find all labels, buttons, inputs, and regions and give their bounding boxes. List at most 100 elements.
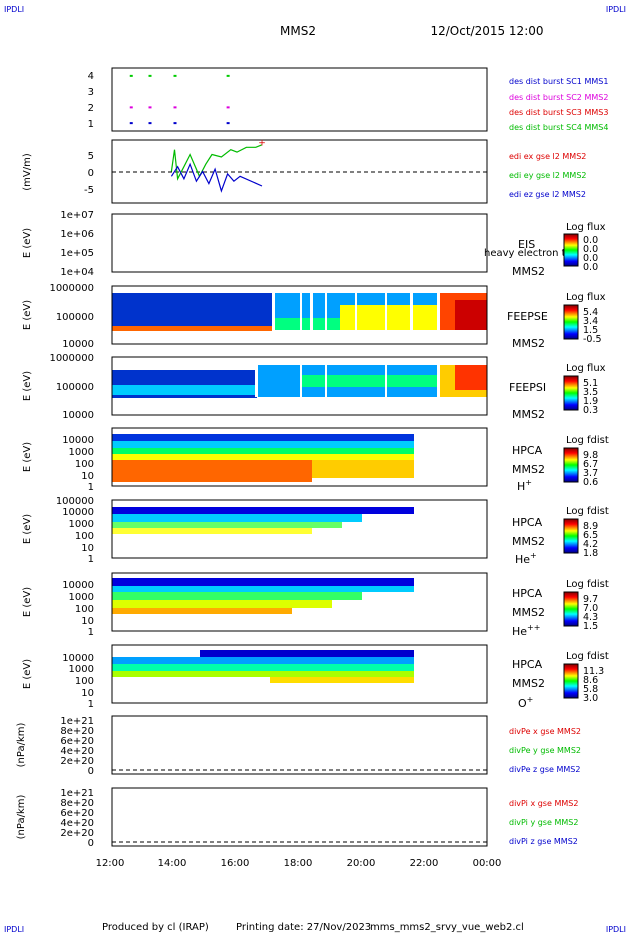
feepsi-colorbar [563,375,579,411]
hpca-he2-green-band [112,592,362,600]
panel-divpe: 1e+21 8e+20 6e+20 4e+20 2e+20 0 (nPa/km)… [16,715,581,777]
legend-divpi-x: divPi x gse MMS2 [509,799,578,808]
burst-mark [148,74,152,77]
hpca-o-lime-band [112,671,414,677]
footer-printing-date: Printing date: 27/Nov/2023 [236,922,371,933]
hpca-o-colorbar-title: Log fdist [566,651,609,662]
hpca-h-cyan-band [112,441,414,448]
burst-mark [226,74,230,77]
hpca-o-label: HPCA [512,658,543,671]
panel-hpca-he2: 10000 1000 100 10 1 E (eV) HPCA MMS2 He+… [22,572,609,638]
hpca-o-green-band [112,664,414,671]
hpca-o-ylabel: E (eV) [22,659,33,689]
corner-label-bl: IPDLI [4,925,24,934]
hpca-o-cb-tick-2: 5.8 [583,684,598,695]
divpe-ytick-3: 4e+20 [60,746,94,757]
edi-series-line [170,144,263,181]
panel-edi: + 5 0 -5 (mV/m) edi ex gse l2 MMS2 edi e… [22,138,587,204]
feepse-cb-tick-0: 5.4 [583,307,598,318]
feepse-label: FEEPSE [507,310,548,323]
hpca-he-ylabel: E (eV) [22,514,33,544]
panel-hpca-o-frame [111,644,488,704]
feepsi-gap [325,365,327,397]
feepsi-cb-tick-3: 0.3 [583,405,598,416]
burst-mark [226,106,230,109]
hpca-h-cb-tick-3: 0.6 [583,477,598,488]
footer-filename: mms_mms2_srvy_vue_web2.cl [370,922,524,933]
x-axis: 12:00 14:00 16:00 18:00 20:00 22:00 00:0… [96,858,502,869]
panel-divpi-frame [111,787,488,847]
panel-divpe-frame [111,715,488,775]
hpca-he-cb-tick-0: 8.9 [583,521,598,532]
divpi-ytick-3: 4e+20 [60,818,94,829]
x-tick-label: 20:00 [347,858,376,869]
hpca-h-yellow-band [112,454,414,460]
hpca-o-ytick-3: 10 [81,688,94,699]
feepse-yellow-band [340,305,437,330]
feepse-low-energy-band [112,326,272,331]
burst-ytick-4: 4 [88,71,94,82]
feepsi-gaps [255,365,440,397]
divpi-ytick-2: 6e+20 [60,808,94,819]
feepse-colorbar [563,304,579,340]
footer-producer: Produced by cl (IRAP) [102,922,209,933]
panel-burst-frame [111,67,488,132]
eis-cb-tick-3: 0.0 [583,262,598,273]
hpca-h-sc-label: MMS2 [512,463,545,476]
hpca-he2-label: HPCA [512,587,543,600]
feepse-ytick-0: 1000000 [49,283,94,294]
burst-ytick-3: 3 [88,87,94,98]
panel-hpca-he-frame [111,499,488,559]
burst-mark [173,74,177,77]
panel-hpca-h-frame [111,427,488,487]
eis-sc-label: MMS2 [512,265,545,278]
burst-ytick-2: 2 [88,103,94,114]
feepse-cb-tick-3: -0.5 [583,334,602,345]
hpca-h-ytick-0: 10000 [62,435,94,446]
hpca-he2-ytick-3: 10 [81,616,94,627]
hpca-h-cb-tick-0: 9.8 [583,450,598,461]
hpca-he2-cb-tick-2: 4.3 [583,612,598,623]
hpca-he-green-band [112,522,342,528]
panel-feepsi-frame [111,356,488,416]
hpca-he2-blue-band [112,578,414,586]
eis-cb-tick-2: 0.0 [583,253,598,264]
hpca-o-species: O+ [518,695,533,710]
edi-ytick-m5: -5 [84,185,94,196]
hpca-he-yellow-band [112,528,312,534]
hpca-h-label: HPCA [512,444,543,457]
feepse-gap [385,293,387,330]
legend-divpe-y: divPe y gse MMS2 [509,746,581,755]
panel-divpi: 1e+21 8e+20 6e+20 4e+20 2e+20 0 (nPa/km)… [16,787,578,849]
hpca-he2-yellow-band [112,600,332,608]
hpca-he-ytick-2: 1000 [69,519,94,530]
hpca-o-ytick-0: 10000 [62,653,94,664]
eis-cb-tick-1: 0.0 [583,244,598,255]
feepse-gap [310,293,313,330]
divpe-ytick-5: 0 [88,766,94,777]
burst-ytick-1: 1 [88,119,94,130]
hpca-he2-ylabel: E (eV) [22,587,33,617]
legend-edi-ey: edi ey gse l2 MMS2 [509,171,587,180]
edi-lines: + [170,138,266,193]
divpe-ytick-0: 1e+21 [60,716,94,727]
hpca-o-ytick-2: 100 [75,676,94,687]
legend-divpe-z: divPe z gse MMS2 [509,765,580,774]
feepsi-green-band [300,375,437,387]
eis-cb-tick-0: 0.0 [583,235,598,246]
eis-colorbar-title: Log flux [566,222,606,233]
hpca-he-ytick-0: 100000 [56,496,94,507]
hpca-o-ytick-1: 1000 [69,664,94,675]
hpca-he2-cb-tick-3: 1.5 [583,621,598,632]
feepse-gap [437,293,440,330]
panel-feepse: 1000000 100000 10000 E (eV) FEEPSE MMS2 … [22,283,606,350]
burst-marks [129,74,230,125]
legend-divpe-x: divPe x gse MMS2 [509,727,581,736]
burst-mark [129,74,133,77]
divpi-ylabel: (nPa/km) [16,795,27,840]
hpca-he2-ytick-1: 1000 [69,592,94,603]
divpe-ylabel: (nPa/km) [16,723,27,768]
eis-ytick-3: 1e+04 [60,267,94,278]
hpca-he-ytick-4: 10 [81,543,94,554]
hpca-h-ylabel: E (eV) [22,442,33,472]
